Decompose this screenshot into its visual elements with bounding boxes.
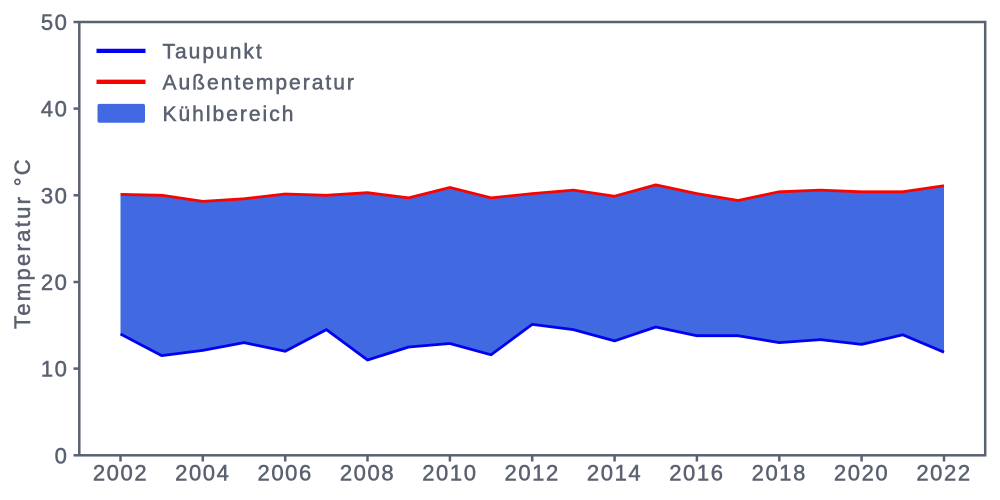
svg-text:2006: 2006 [258,461,313,486]
svg-text:2008: 2008 [340,461,395,486]
svg-text:2018: 2018 [752,461,807,486]
svg-text:Taupunkt: Taupunkt [163,40,264,63]
svg-text:40: 40 [41,97,69,122]
svg-text:2014: 2014 [587,461,642,486]
svg-text:2020: 2020 [834,461,889,486]
svg-text:20: 20 [41,270,69,295]
svg-text:0: 0 [55,443,69,468]
svg-text:Kühlbereich: Kühlbereich [163,103,296,126]
svg-text:2012: 2012 [505,461,560,486]
svg-text:2002: 2002 [93,461,148,486]
svg-text:50: 50 [41,10,69,35]
svg-text:30: 30 [41,183,69,208]
svg-text:10: 10 [41,357,69,382]
svg-text:2022: 2022 [916,461,971,486]
svg-text:Temperatur °C: Temperatur °C [10,157,35,329]
svg-text:2004: 2004 [175,461,230,486]
svg-text:2010: 2010 [422,461,477,486]
svg-text:2016: 2016 [669,461,724,486]
svg-text:Außentemperatur: Außentemperatur [163,72,356,95]
